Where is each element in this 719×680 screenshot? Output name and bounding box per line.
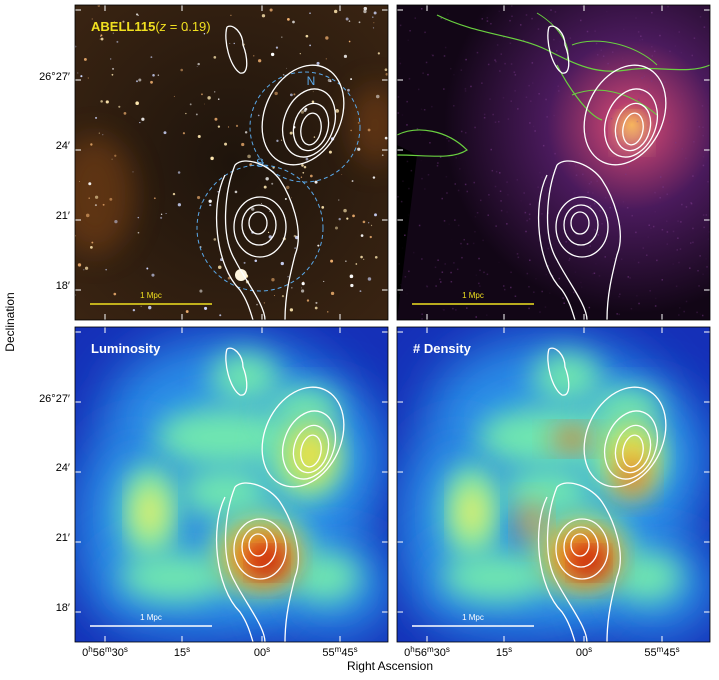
contour xyxy=(241,526,277,568)
x-axis-label: Right Ascension xyxy=(347,659,433,673)
panel-title: ABELL115(z = 0.19) xyxy=(91,19,211,34)
contour xyxy=(292,102,330,152)
contour xyxy=(300,434,322,468)
contour xyxy=(563,204,599,246)
y-tick-label: 21′ xyxy=(56,210,70,222)
contour xyxy=(248,211,268,235)
region-circle xyxy=(196,164,324,292)
y-tick-label: 26°27′ xyxy=(39,393,70,405)
panel-title: # Density xyxy=(413,341,472,356)
scale-bar-label: 1 Mpc xyxy=(462,291,484,300)
y-tick-label: 21′ xyxy=(56,532,70,544)
panel-frame xyxy=(74,326,389,643)
scale-bar-label: 1 Mpc xyxy=(140,291,162,300)
scale-bar-label: 1 Mpc xyxy=(462,613,484,622)
x-tick-label: 0h56m30s xyxy=(82,645,128,659)
marker-label: N xyxy=(307,74,316,88)
panel-frame xyxy=(74,4,389,321)
y-axis-label: Declination xyxy=(3,292,17,351)
contour xyxy=(583,64,667,166)
contour xyxy=(546,482,621,642)
x-tick-label: 0h56m30s xyxy=(404,645,450,659)
contour xyxy=(547,25,570,74)
contour xyxy=(570,533,590,557)
panel-frame xyxy=(396,4,711,321)
contour xyxy=(224,160,299,320)
contour xyxy=(248,533,268,557)
contour xyxy=(225,25,248,74)
contour xyxy=(233,196,287,258)
contour xyxy=(224,482,299,642)
panel: Luminosity 1 Mpc xyxy=(75,327,388,642)
contour xyxy=(622,112,644,146)
contour xyxy=(538,496,576,642)
x-tick-label: 15s xyxy=(174,645,190,659)
redshift: = 0.19) xyxy=(166,19,210,34)
contour xyxy=(555,518,609,580)
contour xyxy=(622,434,644,468)
y-tick-label: 24′ xyxy=(56,140,70,152)
panel: 1 Mpc xyxy=(397,5,710,320)
y-tick-label: 18′ xyxy=(56,280,70,292)
contour xyxy=(603,88,659,158)
contour xyxy=(292,424,330,474)
marker-label: S xyxy=(256,156,264,170)
contour xyxy=(281,410,337,480)
contour xyxy=(614,424,652,474)
contour xyxy=(614,102,652,152)
contour xyxy=(216,174,254,320)
x-tick-label: 55m45s xyxy=(322,645,357,659)
x-tick-label: 00s xyxy=(576,645,592,659)
redshift: z xyxy=(159,19,167,34)
title: ABELL115 xyxy=(91,19,155,34)
y-tick-label: 24′ xyxy=(56,462,70,474)
contour xyxy=(547,347,570,396)
region-circle xyxy=(249,71,361,183)
x-tick-label: 15s xyxy=(496,645,512,659)
panel: # Density 1 Mpc xyxy=(397,327,710,642)
contour xyxy=(225,347,248,396)
contour xyxy=(583,386,667,488)
contour xyxy=(300,112,322,146)
contour xyxy=(546,160,621,320)
x-tick-label: 55m45s xyxy=(644,645,679,659)
x-tick-label: 00s xyxy=(254,645,270,659)
contour xyxy=(603,410,659,480)
contour xyxy=(261,64,345,166)
contour xyxy=(216,496,254,642)
y-tick-label: 26°27′ xyxy=(39,71,70,83)
redshift: ( xyxy=(155,19,160,34)
contour xyxy=(281,88,337,158)
panel: N S ABELL115(z = 0.19) 1 Mpc xyxy=(75,5,388,320)
panel-title: Luminosity xyxy=(91,341,161,356)
contour xyxy=(570,211,590,235)
scale-bar-label: 1 Mpc xyxy=(140,613,162,622)
contour xyxy=(241,204,277,246)
contour xyxy=(538,174,576,320)
contour xyxy=(261,386,345,488)
panel-frame xyxy=(396,326,711,643)
contour xyxy=(233,518,287,580)
contour xyxy=(563,526,599,568)
y-tick-label: 18′ xyxy=(56,602,70,614)
contour xyxy=(555,196,609,258)
